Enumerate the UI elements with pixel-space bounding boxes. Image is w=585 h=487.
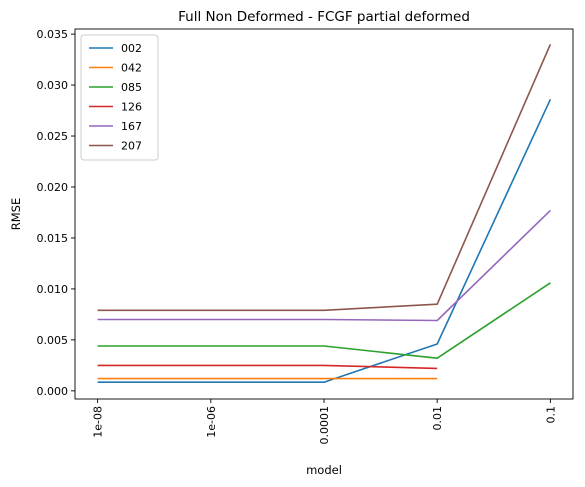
y-tick-label: 0.005: [37, 334, 69, 347]
x-axis-label: model: [306, 463, 342, 477]
x-tick-label: 1e-06: [205, 406, 218, 438]
series-line-207: [97, 43, 552, 312]
x-tick-label: 0.01: [431, 406, 444, 431]
legend-entry-167: 167: [121, 120, 142, 133]
y-tick-label: 0.000: [37, 385, 69, 398]
chart-title: Full Non Deformed - FCGF partial deforme…: [178, 9, 470, 25]
y-tick-label: 0.035: [37, 28, 69, 41]
plot-frame: [74, 28, 574, 400]
y-tick-label: 0.010: [37, 283, 69, 296]
legend-entry-042: 042: [121, 62, 142, 75]
legend-box: [80, 34, 159, 161]
x-tick-label: 0.1: [544, 406, 557, 424]
x-tick-label: 0.0001: [318, 406, 331, 445]
series-line-002: [97, 98, 552, 384]
legend-entry-085: 085: [121, 81, 142, 94]
series-line-126: [97, 364, 438, 370]
y-axis-label: RMSE: [9, 198, 23, 230]
legend-entry-207: 207: [121, 140, 142, 153]
series-line-085: [97, 282, 551, 360]
x-tick-label: 1e-08: [92, 406, 105, 438]
x-axis-ticks: 1e-08 1e-06 0.0001 0.01 0.1: [92, 399, 557, 445]
y-tick-label: 0.015: [37, 232, 69, 245]
legend: 002 042 085 126 167 207: [80, 34, 159, 161]
plot-lines: [97, 43, 552, 384]
y-tick-label: 0.030: [37, 79, 69, 92]
y-tick-label: 0.020: [37, 181, 69, 194]
legend-entry-002: 002: [121, 42, 142, 55]
series-line-167: [97, 209, 551, 322]
legend-entry-126: 126: [121, 101, 142, 114]
y-axis-ticks: 0.000 0.005 0.010 0.015 0.020 0.025 0.030 0.035: [37, 28, 75, 398]
y-tick-label: 0.025: [37, 130, 69, 143]
